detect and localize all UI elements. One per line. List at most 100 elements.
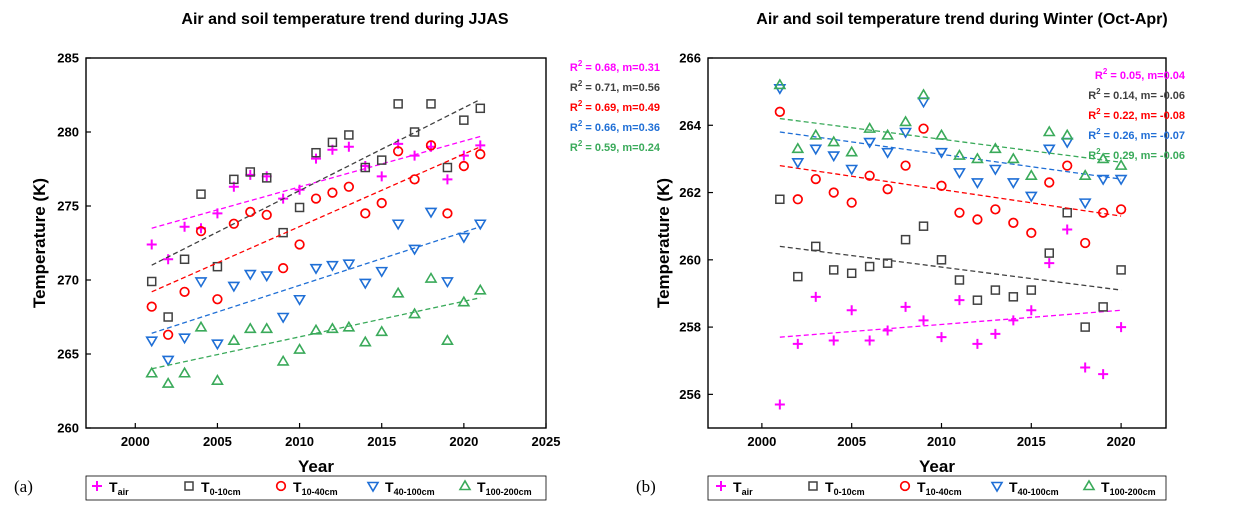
point-t_air-a-12: [343, 141, 354, 152]
point-t_40_100-b-4: [845, 164, 859, 176]
panel-b: Air and soil temperature trend during Wi…: [636, 11, 1186, 501]
x-tick-label-b-3: 2015: [1017, 434, 1046, 449]
panel-a: Air and soil temperature trend during JJ…: [14, 11, 661, 501]
point-t_100_200-b-17: [1078, 169, 1092, 181]
point-t_100_200-b-13: [1006, 152, 1020, 164]
point-t_10_40-a-2: [179, 286, 190, 297]
point-t_100_200-a-20: [473, 283, 487, 295]
point-t_0_10-a-1: [163, 312, 173, 322]
series-marks-a: [145, 98, 487, 388]
point-t_air-a-14: [376, 171, 387, 182]
point-t_0_10-b-0: [775, 194, 785, 205]
point-t_40_100-b-11: [971, 178, 984, 190]
point-t_10_40-a-0: [146, 301, 157, 312]
point-t_40_100-a-3: [194, 277, 208, 289]
point-t_10_40-b-2: [810, 173, 821, 185]
point-t_100_200-b-15: [1042, 125, 1056, 137]
legend-b: Tair T0-10cm T10-40cm T40-100cm T100-200cm: [716, 479, 1156, 497]
point-t_100_200-a-15: [391, 286, 405, 298]
point-t_0_10-b-7: [900, 234, 911, 245]
trend-line-t_40_100-b: [779, 131, 1122, 180]
point-t_40_100-a-19: [457, 232, 471, 244]
point-t_40_100-a-8: [276, 312, 290, 324]
x-tick-label-a-4: 2020: [449, 434, 478, 449]
point-t_40_100-a-1: [161, 355, 175, 367]
x-tick-label-b-4: 2020: [1107, 434, 1136, 449]
point-t_0_10-a-11: [327, 137, 338, 148]
point-t_0_10-b-1: [793, 271, 803, 282]
point-t_0_10-a-5: [229, 174, 239, 185]
point-t_air-b-1: [792, 338, 803, 349]
point-t_0_10-b-14: [1026, 285, 1037, 295]
point-t_air-a-20: [475, 140, 486, 151]
legend-marker-t_air-b: [716, 481, 726, 491]
point-t_10_40-b-17: [1080, 237, 1091, 249]
point-t_10_40-b-11: [972, 214, 983, 225]
chart-title-b: Air and soil temperature trend during Wi…: [756, 11, 1167, 28]
x-tick-label-a-2: 2010: [285, 434, 314, 449]
point-t_10_40-a-17: [425, 140, 437, 151]
point-t_40_100-a-2: [178, 333, 191, 345]
legend-marker-t_10_40-b: [899, 480, 911, 492]
point-t_10_40-b-9: [936, 180, 947, 191]
trend-line-t_40_100-a: [151, 226, 481, 334]
point-t_0_10-b-10: [954, 275, 965, 285]
point-t_40_100-a-20: [473, 219, 487, 231]
point-t_0_10-a-4: [212, 261, 223, 272]
legend-label-t_10_40-a: T10-40cm: [293, 479, 338, 497]
series-marks-b: [773, 78, 1128, 410]
point-t_100_200-a-8: [276, 354, 290, 366]
stat-label-t_0_10-b: R2 = 0.14, m= -0.06: [1088, 87, 1185, 102]
legend-item-t_40_100-b: T40-100cm: [990, 479, 1059, 497]
point-t_40_100-b-1: [791, 157, 805, 169]
y-axis-title-a: Temperature (K): [30, 178, 49, 308]
legend-label-t_40_100-a: T40-100cm: [385, 479, 435, 497]
legend-marker-t_100_200-a: [458, 479, 472, 491]
point-t_100_200-b-12: [988, 142, 1002, 154]
point-t_100_200-b-5: [863, 122, 877, 133]
point-t_40_100-a-5: [227, 281, 241, 293]
point-t_40_100-a-18: [441, 277, 454, 289]
point-t_air-b-13: [1008, 315, 1019, 326]
series-t_10_40-b: [774, 106, 1127, 249]
point-t_0_10-a-7: [261, 173, 272, 183]
y-tick-label-b-2: 260: [679, 252, 701, 267]
y-tick-label-a-0: 260: [57, 421, 79, 436]
legend-item-t_100_200-a: T100-200cm: [458, 479, 532, 497]
point-t_40_100-b-13: [1006, 178, 1020, 190]
point-t_0_10-b-2: [811, 241, 821, 252]
legend-label-t_0_10-b: T0-10cm: [825, 479, 865, 497]
point-t_10_40-b-0: [774, 106, 785, 117]
point-t_0_10-a-16: [409, 127, 420, 137]
point-t_100_200-b-2: [809, 128, 823, 140]
panel-label-a: (a): [14, 477, 33, 496]
legend-box-b: [707, 475, 1167, 501]
legend-item-t_10_40-b: T10-40cm: [899, 479, 962, 497]
point-t_10_40-a-6: [245, 206, 256, 218]
y-tick-label-a-2: 270: [57, 273, 79, 288]
point-t_100_200-a-11: [326, 322, 339, 334]
point-t_10_40-b-4: [846, 197, 857, 208]
legend-label-t_100_200-b: T100-200cm: [1101, 479, 1156, 497]
point-t_40_100-b-18: [1096, 174, 1110, 186]
point-t_air-b-8: [918, 315, 929, 326]
stat-label-t_10_40-a: R2 = 0.69, m=0.49: [570, 99, 660, 114]
point-t_0_10-a-15: [393, 99, 403, 109]
point-t_air-b-2: [810, 291, 821, 302]
point-t_0_10-b-18: [1098, 302, 1108, 312]
point-t_100_200-b-19: [1114, 159, 1128, 170]
point-t_air-b-10: [954, 295, 965, 306]
point-t_0_10-a-0: [146, 276, 157, 287]
point-t_100_200-a-17: [424, 271, 438, 283]
point-t_40_100-a-11: [326, 260, 339, 272]
trend-line-t_100_200-b: [779, 117, 1122, 163]
point-t_40_100-a-6: [243, 269, 257, 281]
point-t_air-a-16: [409, 150, 420, 161]
legend-marker-t_100_200-b: [1082, 479, 1096, 491]
point-t_40_100-a-14: [375, 266, 389, 278]
x-tick-label-a-3: 2015: [367, 434, 396, 449]
point-t_0_10-b-13: [1008, 292, 1019, 302]
point-t_0_10-a-10: [311, 147, 321, 158]
point-t_air-b-11: [972, 338, 983, 349]
point-t_100_200-b-8: [917, 88, 930, 100]
